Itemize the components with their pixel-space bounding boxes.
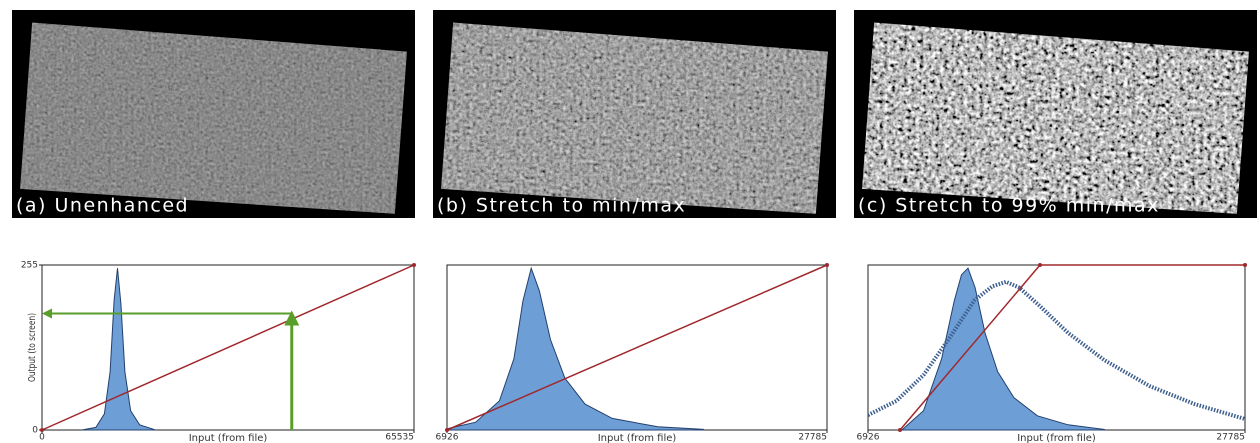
stretch-point (412, 263, 416, 267)
x-tick-label: 65535 (385, 433, 414, 443)
image-caption: (b) Stretch to min/max (437, 195, 686, 217)
plot-frame (868, 265, 1245, 430)
x-tick-label: 27785 (798, 433, 827, 443)
image-caption: (c) Stretch to 99% min/max (858, 195, 1160, 217)
x-tick-label: 6926 (857, 433, 880, 443)
stretch-point (445, 428, 449, 432)
stretch-point (1038, 263, 1042, 267)
x-axis-label: Input (from file) (598, 433, 677, 443)
stretch-point (825, 263, 829, 267)
x-tick-label: 0 (39, 433, 45, 443)
stretch-point (40, 428, 44, 432)
figure: (a) Unenhanced 0 65535 0 255 Input (from file… (0, 0, 1260, 443)
y-tick-label: 0 (32, 426, 38, 436)
y-tick-label: 255 (21, 261, 38, 271)
stretch-point (1243, 263, 1247, 267)
x-axis-label: Input (from file) (1017, 433, 1096, 443)
x-tick-label: 6926 (436, 433, 459, 443)
y-axis-label: Output (to screen) (27, 313, 38, 382)
x-axis-label: Input (from file) (189, 433, 268, 443)
x-tick-label: 27785 (1216, 433, 1245, 443)
stretch-point (898, 428, 902, 432)
image-caption: (a) Unenhanced (16, 195, 189, 217)
